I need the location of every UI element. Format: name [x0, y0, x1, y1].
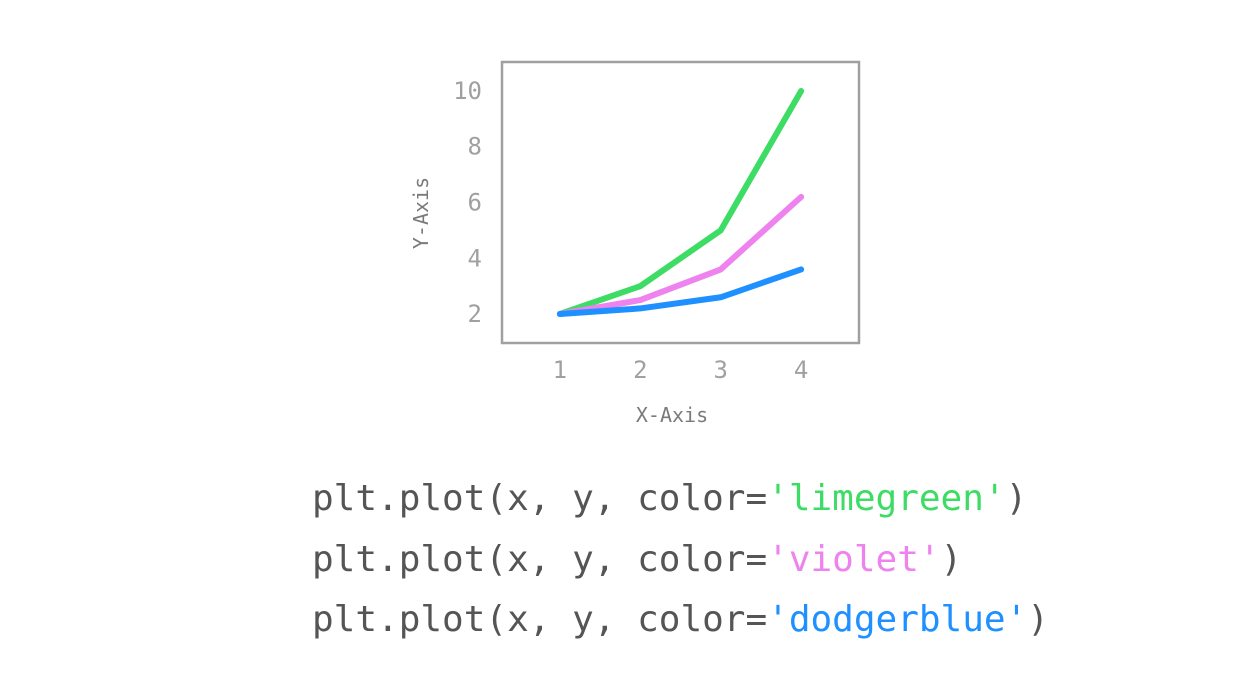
x-axis-label: X-Axis	[636, 403, 708, 427]
plot-frame	[500, 60, 861, 345]
y-tick-label: 6	[468, 189, 482, 217]
code-snippet: plt.plot(x, y, color='limegreen') plt.pl…	[312, 474, 1049, 656]
code-line-limegreen: plt.plot(x, y, color='limegreen')	[312, 474, 1049, 535]
x-tick-label: 4	[794, 356, 808, 384]
code-color-arg: 'dodgerblue'	[767, 599, 1028, 640]
code-line-violet: plt.plot(x, y, color='violet')	[312, 535, 1049, 596]
series-line-2	[556, 193, 805, 318]
x-tick-label: 2	[633, 356, 647, 384]
y-tick-label: 10	[453, 77, 482, 105]
x-tick-label: 3	[713, 356, 727, 384]
series-line-1	[556, 87, 805, 318]
x-tick-label: 1	[553, 356, 567, 384]
code-line-dodgerblue: plt.plot(x, y, color='dodgerblue')	[312, 595, 1049, 656]
code-prefix: plt.plot(x, y, color=	[312, 538, 768, 580]
y-tick-label: 4	[468, 244, 482, 272]
code-suffix: )	[940, 538, 963, 580]
code-color-arg: 'limegreen'	[767, 478, 1006, 519]
code-color-arg: 'violet'	[767, 538, 941, 580]
x-tick-labels: 1 2 3 4	[553, 356, 809, 384]
code-suffix: )	[1027, 599, 1049, 640]
code-prefix: plt.plot(x, y, color=	[312, 478, 768, 519]
code-suffix: )	[1005, 478, 1028, 519]
series-layer	[556, 87, 805, 318]
y-tick-labels: 2 4 6 8 10	[453, 77, 482, 328]
y-tick-label: 2	[468, 300, 482, 328]
line-chart: 1 2 3 4 2 4 6 8 10 X-Axis Y-Axis	[409, 60, 861, 427]
series-line-3	[556, 266, 805, 318]
code-prefix: plt.plot(x, y, color=	[312, 599, 768, 640]
y-tick-label: 8	[468, 133, 482, 161]
y-axis-label: Y-Axis	[409, 177, 433, 249]
